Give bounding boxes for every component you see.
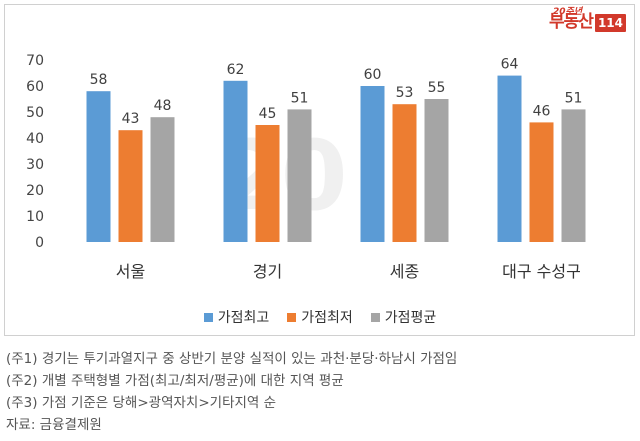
brand-logo: 20주년 부동산 114 [549,7,626,32]
footnotes: (주1) 경기는 투기과열지구 중 상반기 분양 실적이 있는 과천·분당·하남… [6,348,457,436]
y-tick-label: 0 [35,235,44,251]
bar-chart: 0 10 20 30 40 50 60 70 58 43 48 62 45 51 60 53 55 64 46 51… [26,53,586,281]
chart-legend: 가점최고 가점최저 가점평균 [0,307,640,327]
logo-name: 부동산 [549,12,594,32]
bar [392,104,417,242]
y-tick-label: 70 [26,53,44,69]
data-label: 60 [364,67,382,83]
bar [223,80,248,242]
legend-item-min: 가점최저 [287,307,353,327]
x-tick-label: 서울 [116,262,145,281]
x-tick-label: 세종 [390,262,419,281]
bar [150,117,175,242]
data-label: 53 [396,85,414,101]
data-label: 43 [122,111,140,127]
y-tick-label: 60 [26,79,44,95]
bar [497,75,522,242]
legend-swatch-min [287,312,297,322]
data-label: 55 [428,80,446,96]
logo-number: 114 [594,14,626,32]
y-tick-label: 10 [26,209,44,225]
y-tick-label: 40 [26,131,44,147]
bar [86,91,111,242]
bar [360,86,385,242]
legend-label-min: 가점최저 [301,310,353,326]
bar [118,130,143,242]
data-label: 51 [565,90,583,106]
bar [424,99,449,242]
footnote-2: (주2) 개별 주택형별 가점(최고/최저/평균)에 대한 지역 평균 [6,373,344,389]
data-label: 45 [259,106,277,122]
legend-item-max: 가점최고 [203,307,270,327]
bar [529,122,554,242]
source-note: 자료: 금융결제원 [6,417,102,433]
bar [561,109,586,243]
y-tick-label: 50 [26,105,44,121]
legend-swatch-avg [370,312,380,322]
logo-anniversary: 20주년 [553,7,583,17]
legend-swatch-max [203,312,213,322]
data-label: 64 [501,57,519,73]
data-label: 48 [154,98,172,114]
footnote-1: (주1) 경기는 투기과열지구 중 상반기 분양 실적이 있는 과천·분당·하남… [6,351,458,367]
data-label: 58 [90,72,108,88]
data-label: 46 [533,103,551,119]
bar [255,125,280,242]
footnote-3: (주3) 가점 기준은 당해>광역자치>기타지역 순 [6,395,277,411]
data-label: 51 [291,90,309,106]
bar [287,109,312,243]
data-label: 62 [227,62,245,78]
legend-label-max: 가점최고 [217,310,270,326]
y-tick-label: 20 [26,183,44,199]
x-tick-label: 대구 수성구 [502,262,581,281]
legend-item-avg: 가점평균 [370,307,437,327]
legend-label-avg: 가점평균 [384,310,437,326]
y-tick-label: 30 [26,157,44,173]
x-tick-label: 경기 [253,262,282,281]
